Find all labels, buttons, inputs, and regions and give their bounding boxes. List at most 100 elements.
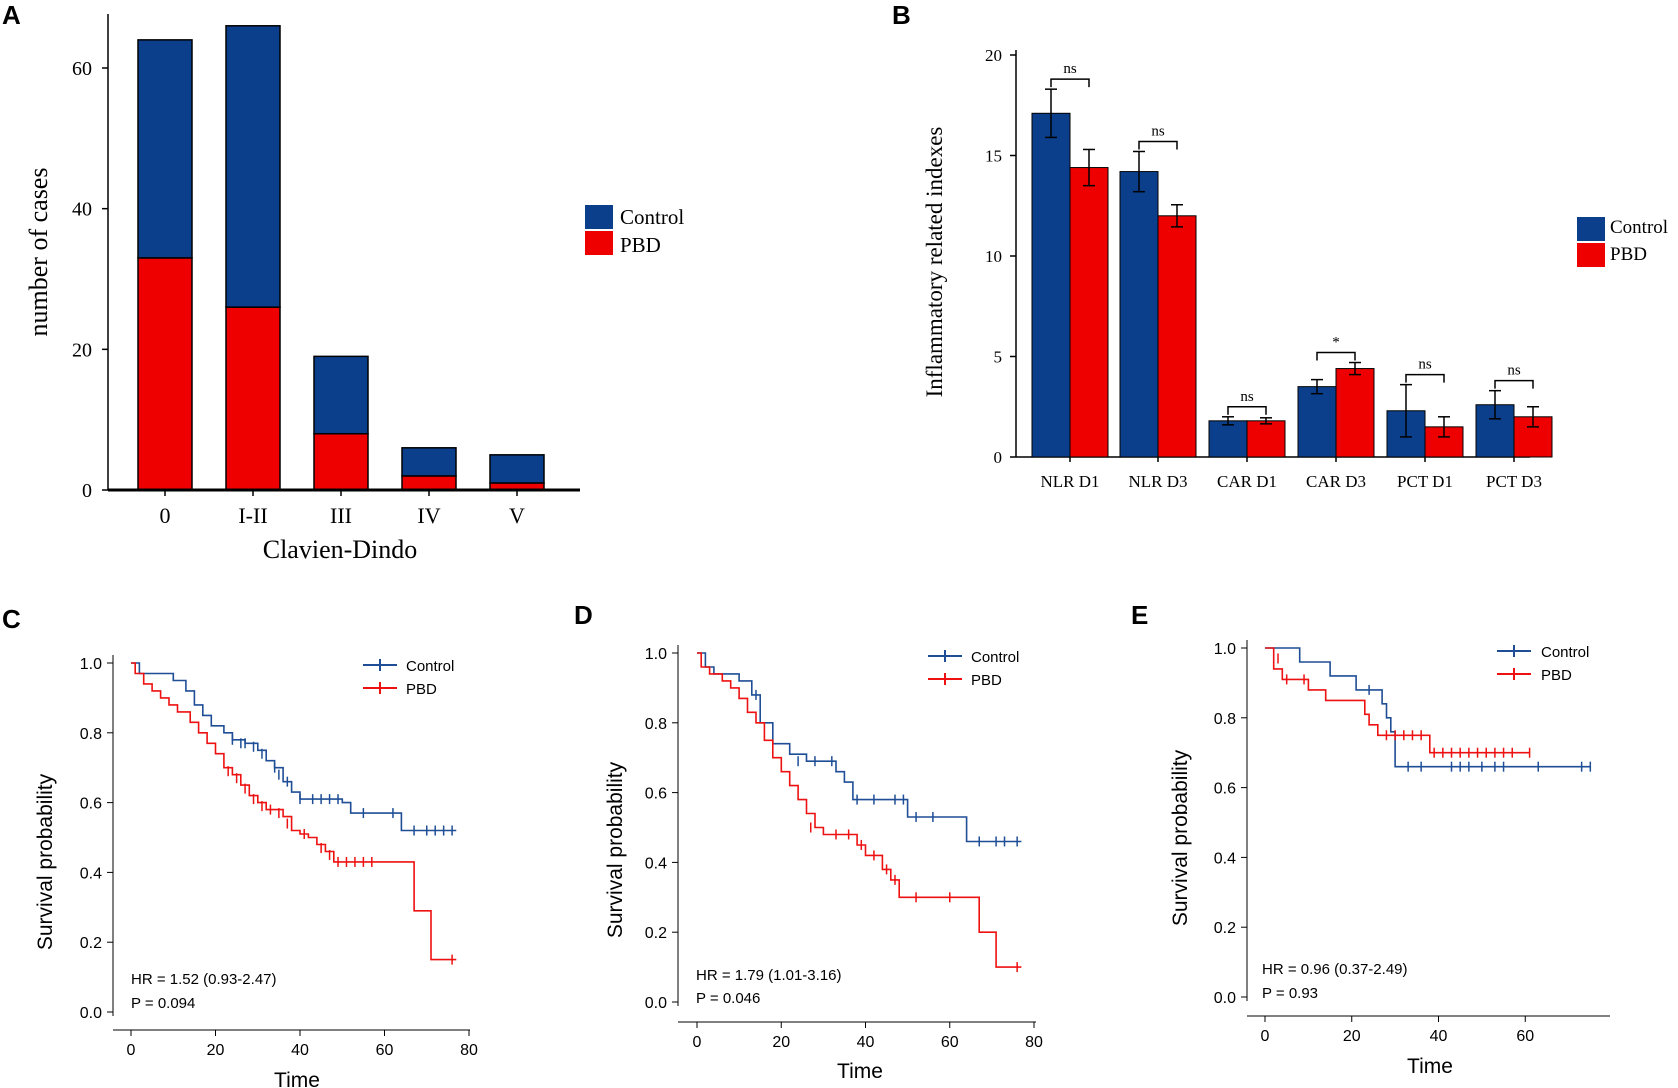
legend-label-control: Control xyxy=(1610,217,1668,238)
bar-pbd xyxy=(225,306,281,491)
legend-swatch-control xyxy=(1577,217,1605,241)
significance-bracket xyxy=(1316,351,1356,361)
y-tick-label: 0.6 xyxy=(645,786,667,803)
legend-label-pbd: PBD xyxy=(1541,667,1572,684)
x-tick-label: NLR D1 xyxy=(1040,472,1099,491)
significance-bracket xyxy=(1405,373,1445,383)
p-value-annotation: P = 0.046 xyxy=(696,990,760,1007)
legend-swatch-control xyxy=(585,205,613,229)
bar-control xyxy=(489,454,545,484)
survival-curve-pbd xyxy=(131,662,457,961)
x-tick-label: IV xyxy=(417,503,440,528)
significance-label: ns xyxy=(1507,363,1521,379)
legend-label-control: Control xyxy=(406,658,454,675)
panel-label-a: A xyxy=(2,0,21,30)
x-axis-label: Clavien-Dindo xyxy=(263,535,418,564)
panel-e: E 0.0 0.2 0.4 0.6 0.8 1.0 0 20 40 60 Survival pro… xyxy=(1131,600,1610,1078)
km-plot: 0.0 0.2 0.4 0.6 0.8 1.0 0 20 40 60 80 xyxy=(80,655,478,1059)
y-tick-label: 0.2 xyxy=(1214,920,1236,937)
stacked-bar-plot: 0 I-II III IV V 0 20 40 60 xyxy=(72,25,545,528)
bar-control xyxy=(1208,420,1248,458)
y-axis-label: Inflammatory related indexes xyxy=(922,127,947,398)
significance-bracket xyxy=(1494,379,1534,389)
survival-curve-control xyxy=(697,652,1022,843)
survival-curve-pbd xyxy=(697,652,1022,968)
y-tick-label: 0.0 xyxy=(645,995,667,1012)
y-tick-label: 40 xyxy=(72,199,92,221)
legend-label-pbd: PBD xyxy=(1610,244,1647,265)
hr-annotation: HR = 1.52 (0.93-2.47) xyxy=(131,971,277,988)
panel-label-c: C xyxy=(2,604,21,634)
bar-pbd xyxy=(401,475,457,491)
y-tick-label: 0.6 xyxy=(80,796,102,813)
y-tick-label: 0.6 xyxy=(1214,781,1236,798)
legend: Control PBD xyxy=(1497,644,1589,684)
y-tick-label: 0.2 xyxy=(80,935,102,952)
y-axis-label: number of cases xyxy=(24,168,53,337)
bar-control xyxy=(1119,171,1159,458)
hr-annotation: HR = 0.96 (0.37-2.49) xyxy=(1262,961,1408,978)
bar-control xyxy=(137,39,193,259)
significance-label: ns xyxy=(1418,357,1432,373)
y-tick-label: 60 xyxy=(72,58,92,80)
bar-control xyxy=(225,25,281,308)
panel-label-b: B xyxy=(892,0,911,30)
legend: Control PBD xyxy=(363,658,454,698)
y-tick-label: 20 xyxy=(985,46,1002,65)
legend: Control PBD xyxy=(585,205,684,257)
x-axis-label: Time xyxy=(837,1060,883,1083)
x-tick-label: NLR D3 xyxy=(1128,472,1187,491)
panel-label-e: E xyxy=(1131,600,1148,630)
x-tick-label: 0 xyxy=(693,1034,702,1051)
legend-label-control: Control xyxy=(1541,644,1589,661)
x-tick-label: 60 xyxy=(1516,1028,1534,1045)
y-tick-label: 1.0 xyxy=(645,646,667,663)
legend-label-pbd: PBD xyxy=(620,233,661,257)
x-tick-label: 20 xyxy=(772,1034,790,1051)
survival-curve-pbd xyxy=(1265,647,1530,754)
x-tick-label: 40 xyxy=(291,1042,309,1059)
grouped-bar-plot: 0 5 10 15 20 ns NLR D1 ns NLR D3 ns CAR D1 * CAR D3 n… xyxy=(985,46,1553,491)
x-tick-label: PCT D3 xyxy=(1486,472,1542,491)
x-tick-label: 80 xyxy=(460,1042,478,1059)
x-axis-label: Time xyxy=(1407,1055,1453,1078)
y-tick-label: 10 xyxy=(985,247,1002,266)
significance-bracket xyxy=(1227,406,1267,415)
x-tick-label: 40 xyxy=(857,1034,875,1051)
x-tick-label: III xyxy=(330,503,352,528)
legend-swatch-pbd xyxy=(1577,243,1605,267)
y-axis-label: Survival probability xyxy=(34,773,57,950)
x-tick-label: 60 xyxy=(941,1034,959,1051)
bar-pbd xyxy=(1157,215,1197,458)
panel-c: C 0.0 0.2 0.4 0.6 0.8 1.0 0 20 40 60 80 Survival p… xyxy=(2,604,478,1088)
y-tick-label: 1.0 xyxy=(1214,641,1236,658)
significance-label: * xyxy=(1332,335,1340,351)
bar-control xyxy=(401,447,457,477)
panel-label-d: D xyxy=(574,600,593,630)
y-tick-label: 15 xyxy=(985,147,1002,166)
x-tick-label: PCT D1 xyxy=(1397,472,1453,491)
y-tick-label: 1.0 xyxy=(80,656,102,673)
legend-label-control: Control xyxy=(620,205,684,229)
legend-label-control: Control xyxy=(971,649,1019,666)
p-value-annotation: P = 0.094 xyxy=(131,995,195,1012)
x-tick-label: CAR D3 xyxy=(1306,472,1366,491)
x-tick-label: 0 xyxy=(127,1042,136,1059)
km-plot: 0.0 0.2 0.4 0.6 0.8 1.0 0 20 40 60 xyxy=(1214,640,1610,1045)
panel-d: D 0.0 0.2 0.4 0.6 0.8 1.0 0 20 40 60 80 Survival p… xyxy=(574,600,1043,1083)
bar-pbd xyxy=(313,432,369,491)
y-tick-label: 0.4 xyxy=(80,865,102,882)
y-tick-label: 0.0 xyxy=(1214,990,1236,1007)
legend-label-pbd: PBD xyxy=(406,681,437,698)
x-tick-label: 0 xyxy=(1261,1028,1270,1045)
p-value-annotation: P = 0.93 xyxy=(1262,985,1318,1002)
x-tick-label: 0 xyxy=(160,503,171,528)
significance-label: ns xyxy=(1063,61,1077,77)
x-tick-label: 60 xyxy=(376,1042,394,1059)
km-plot: 0.0 0.2 0.4 0.6 0.8 1.0 0 20 40 60 80 xyxy=(645,645,1043,1051)
legend-swatch-pbd xyxy=(585,231,613,255)
x-axis-label: Time xyxy=(274,1069,320,1088)
legend: Control PBD xyxy=(928,649,1019,689)
y-tick-label: 0.4 xyxy=(1214,850,1236,867)
